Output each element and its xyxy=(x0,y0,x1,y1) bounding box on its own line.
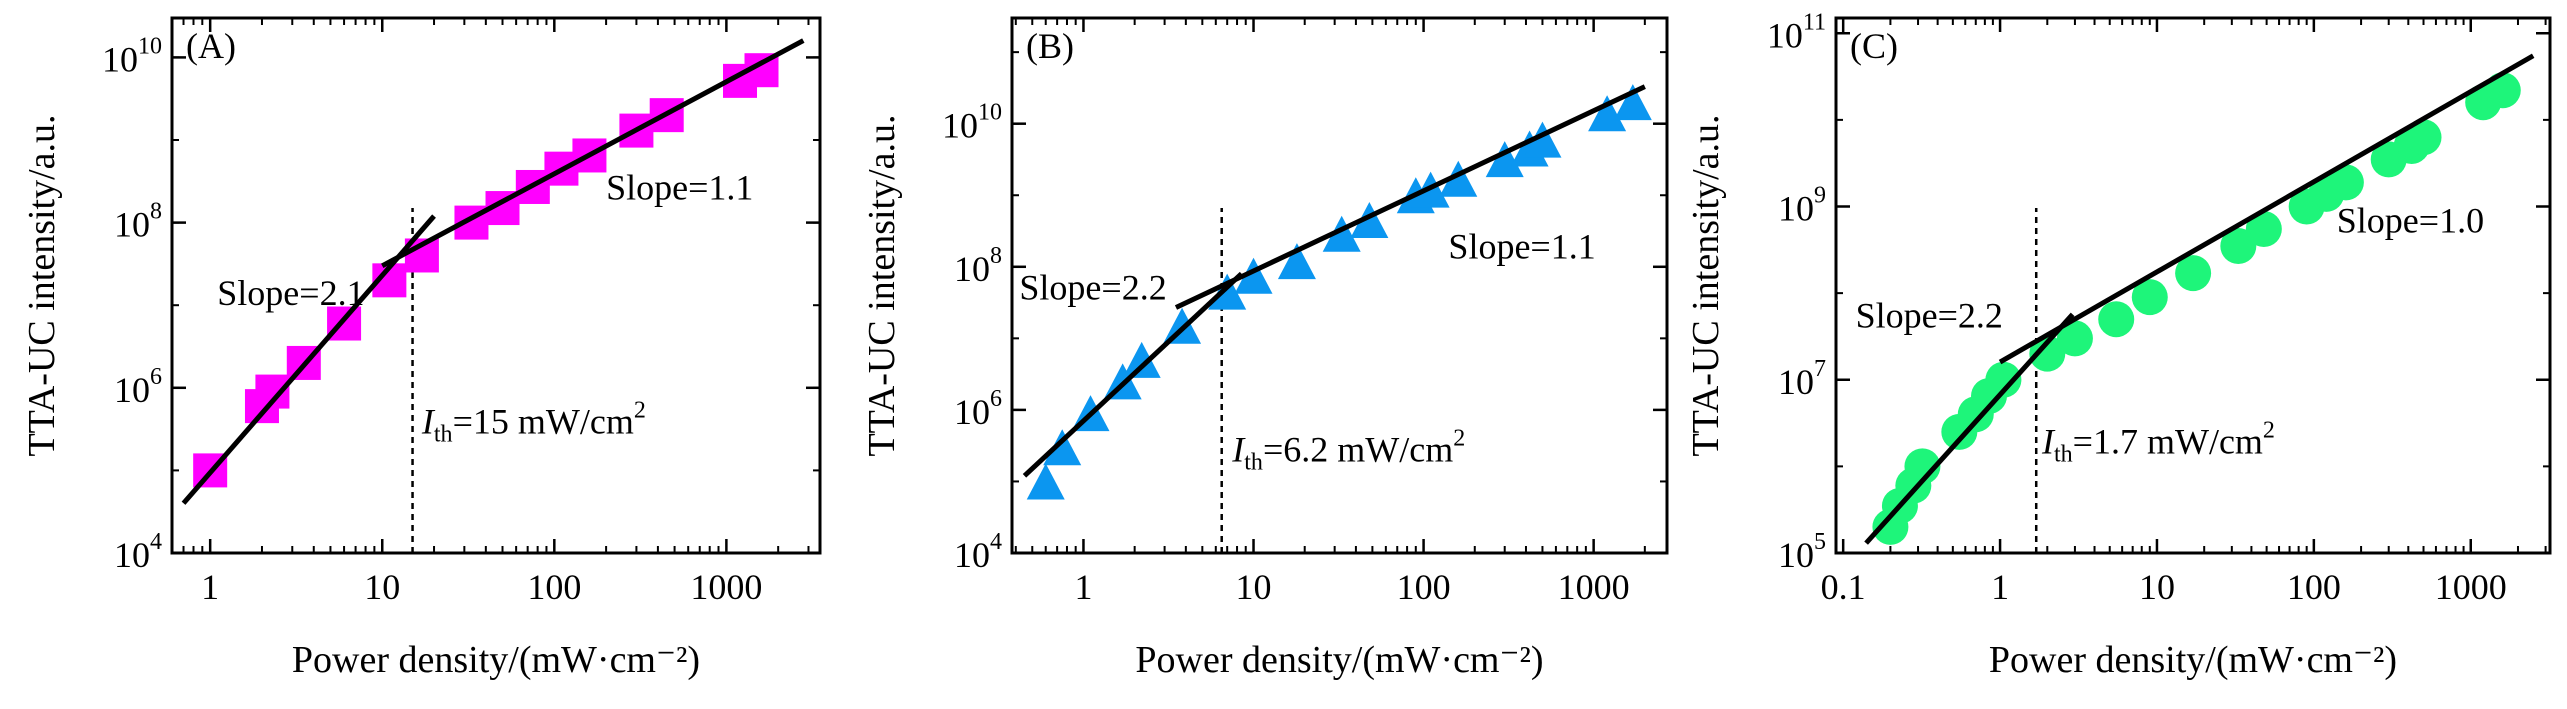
slope-annotation: Slope=1.1 xyxy=(1448,227,1595,267)
y-axis-label: TTA-UC intensity/a.u. xyxy=(21,114,63,456)
data-point xyxy=(1439,160,1478,197)
data-point xyxy=(2220,227,2257,264)
y-tick-label: 1010 xyxy=(102,33,162,79)
chart-panel-3: 0.1 1 10 100 1000 105 107 109 1011 (C) Slope=2.2 Sl… xyxy=(1685,9,2552,681)
slope-annotation: Slope=2.1 xyxy=(217,273,364,313)
y-tick-label: 109 xyxy=(1778,183,1826,229)
x-tick-label: 10 xyxy=(364,567,400,607)
y-tick-label: 105 xyxy=(1778,529,1826,575)
data-point xyxy=(1043,429,1082,466)
threshold-label: Ith=6.2 mW/cm2 xyxy=(1231,426,1465,476)
panel-label: (C) xyxy=(1850,26,1898,66)
threshold-label: Ith=15 mW/cm2 xyxy=(421,397,646,447)
x-tick-label: 100 xyxy=(2287,567,2341,607)
y-tick-label: 104 xyxy=(114,529,162,575)
plot-frame xyxy=(1834,16,2552,555)
plot-frame xyxy=(1010,16,1669,555)
fit-line xyxy=(1864,312,2075,545)
data-point xyxy=(1208,273,1247,310)
data-point xyxy=(1904,448,1941,485)
data-point xyxy=(2131,279,2168,316)
x-tick-label: 1 xyxy=(1074,567,1092,607)
x-tick-label: 100 xyxy=(1397,567,1451,607)
data-point xyxy=(2098,301,2135,338)
x-axis-label: Power density/(mW·cm⁻²) xyxy=(1135,639,1543,681)
x-tick-label: 10 xyxy=(1236,567,1272,607)
data-point xyxy=(2175,255,2212,292)
chart-panel-2: 1 10 100 1000 104 106 108 1010 (B) Slope=2.2 Slope… xyxy=(861,16,1669,681)
x-tick-label: 100 xyxy=(527,567,581,607)
data-point xyxy=(1277,243,1316,280)
y-tick-label: 104 xyxy=(954,529,1002,575)
panel-label: (B) xyxy=(1026,26,1074,66)
x-tick-label: 1000 xyxy=(1558,567,1630,607)
data-point xyxy=(1985,361,2022,398)
slope-annotation: Slope=1.1 xyxy=(606,168,753,208)
y-axis-label: TTA-UC intensity/a.u. xyxy=(1685,114,1727,456)
x-axis-label: Power density/(mW·cm⁻²) xyxy=(292,639,700,681)
y-tick-label: 108 xyxy=(114,199,162,245)
data-point xyxy=(2327,164,2364,201)
data-point xyxy=(1322,215,1361,252)
y-tick-label: 106 xyxy=(114,364,162,410)
data-point xyxy=(2405,119,2442,156)
data-point xyxy=(1234,257,1273,294)
x-tick-label: 1 xyxy=(1991,567,2009,607)
chart-panel-1: 1 10 100 1000 104 106 108 1010 (A) Slope=2.1 Slope… xyxy=(21,16,822,681)
y-tick-label: 1010 xyxy=(942,100,1002,146)
x-tick-label: 1000 xyxy=(690,567,762,607)
x-axis-label: Power density/(mW·cm⁻²) xyxy=(1989,639,2397,681)
data-point xyxy=(1485,141,1524,178)
slope-annotation: Slope=2.2 xyxy=(1856,296,2003,336)
x-tick-label: 0.1 xyxy=(1821,567,1866,607)
y-tick-label: 106 xyxy=(954,386,1002,432)
y-tick-label: 107 xyxy=(1778,356,1826,402)
fit-line xyxy=(181,214,436,505)
fit-line xyxy=(1174,84,1646,310)
x-tick-label: 10 xyxy=(2139,567,2175,607)
data-point xyxy=(1350,202,1389,239)
data-point xyxy=(2056,320,2093,357)
y-tick-label: 108 xyxy=(954,243,1002,289)
data-point xyxy=(1026,463,1065,500)
panel-label: (A) xyxy=(186,26,236,66)
data-point xyxy=(2245,210,2282,247)
y-axis-label: TTA-UC intensity/a.u. xyxy=(861,114,903,456)
data-point xyxy=(2029,335,2066,372)
threshold-label: Ith=1.7 mW/cm2 xyxy=(2041,418,2275,468)
slope-annotation: Slope=1.0 xyxy=(2337,201,2484,241)
fit-line xyxy=(1998,53,2535,365)
data-point xyxy=(1122,341,1161,378)
y-tick-label: 1011 xyxy=(1767,9,1826,55)
data-point xyxy=(1588,95,1627,132)
data-point xyxy=(1613,84,1652,121)
x-tick-label: 1 xyxy=(201,567,219,607)
fit-line xyxy=(1022,271,1244,478)
slope-annotation: Slope=2.2 xyxy=(1019,267,1166,307)
fit-line xyxy=(381,38,805,268)
x-tick-label: 1000 xyxy=(2435,567,2507,607)
data-point xyxy=(1523,121,1562,158)
plot-frame xyxy=(170,16,822,555)
